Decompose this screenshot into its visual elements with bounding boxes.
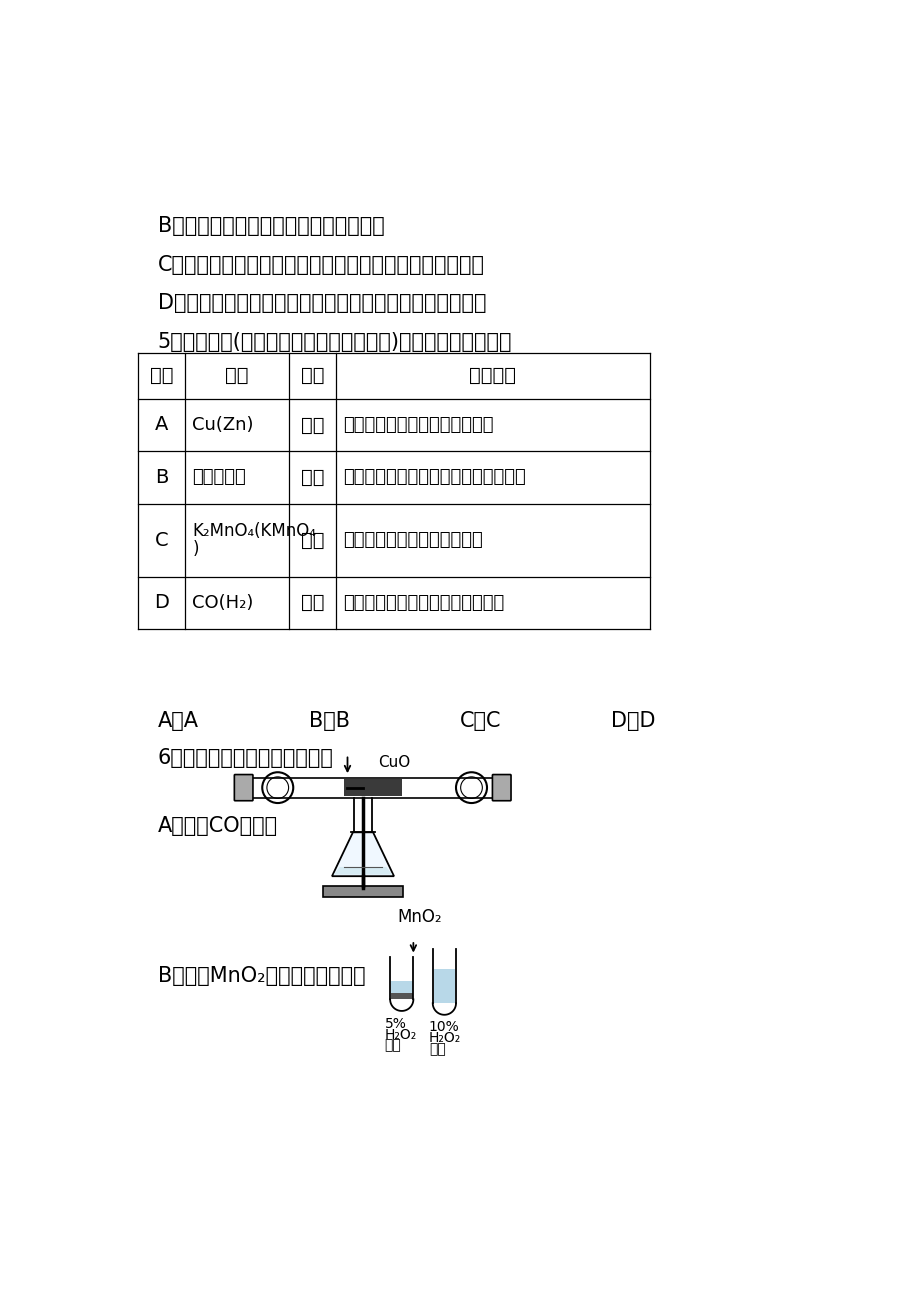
Text: A．探究CO的可燃: A．探究CO的可燃 [157,816,278,836]
Text: C: C [154,531,168,549]
Text: B．探究MnO₂对反应速率的影响: B．探究MnO₂对反应速率的影响 [157,966,365,987]
Polygon shape [334,867,392,875]
Text: D: D [153,594,169,612]
Text: 取样，加适量二氧化锰，观察有无气泡: 取样，加适量二氧化锰，观察有无气泡 [344,469,526,487]
Text: 目的: 目的 [301,366,324,385]
Text: 加入稀硫酸，过滤，洗涤、干燥: 加入稀硫酸，过滤，洗涤、干燥 [344,415,494,434]
Text: 实验方案: 实验方案 [469,366,516,385]
Text: 6、下列实验能够达到目的的是: 6、下列实验能够达到目的的是 [157,747,334,768]
Text: 除杂: 除杂 [301,531,324,549]
Text: A．A: A．A [157,711,199,730]
Text: A: A [154,415,168,435]
Bar [391,982,412,1000]
Text: 点燃，罩一干冷的烧杯，观察现象: 点燃，罩一干冷的烧杯，观察现象 [344,594,505,612]
Text: C．C: C．C [460,711,501,730]
Polygon shape [332,832,393,876]
Text: D．水能够灭火是因为水蒸发吸热，降低了可燃物的着火点: D．水能够灭火是因为水蒸发吸热，降低了可燃物的着火点 [157,293,485,314]
Text: B: B [154,467,168,487]
Text: 5、实验方案(括号内为待检测物质或杂质)不能达到实验目的是: 5、实验方案(括号内为待检测物质或杂质)不能达到实验目的是 [157,332,512,352]
Text: 溶液: 溶液 [428,1042,445,1056]
Text: B．B: B．B [309,711,349,730]
FancyBboxPatch shape [492,775,510,801]
Text: Cu(Zn): Cu(Zn) [192,415,254,434]
Text: C．将煤块磨成煤粉，做成蜂窝煤，可提高煤的燃烧利用率: C．将煤块磨成煤粉，做成蜂窝煤，可提高煤的燃烧利用率 [157,255,484,275]
Bar [250,777,494,798]
Text: B．易燃物和易爆物可以与其它物质混存: B．易燃物和易爆物可以与其它物质混存 [157,216,384,236]
Text: MnO₂: MnO₂ [397,909,442,926]
Bar [323,887,403,897]
Text: 除杂: 除杂 [301,415,324,435]
Text: 溶液: 溶液 [384,1039,401,1052]
Text: CuO: CuO [378,755,410,769]
Text: 加热至固体质量不再发生变化: 加热至固体质量不再发生变化 [344,531,482,549]
Text: 鉴别: 鉴别 [301,467,324,487]
Text: H₂O₂: H₂O₂ [428,1031,460,1046]
Text: CO(H₂): CO(H₂) [192,594,254,612]
Text: 检验: 检验 [301,594,324,612]
Text: K₂MnO₄(KMnO₄: K₂MnO₄(KMnO₄ [192,522,316,540]
FancyBboxPatch shape [234,775,253,801]
Text: ): ) [192,540,199,559]
Text: 水、双氧水: 水、双氧水 [192,469,246,487]
Text: 10%: 10% [428,1021,460,1034]
Text: 物质: 物质 [225,366,248,385]
Bar [391,993,412,1000]
Text: 选项: 选项 [150,366,173,385]
Bar [344,779,402,796]
Bar [433,969,455,1004]
Text: H₂O₂: H₂O₂ [384,1027,416,1042]
Text: 5%: 5% [384,1017,406,1031]
Text: D．D: D．D [610,711,654,730]
